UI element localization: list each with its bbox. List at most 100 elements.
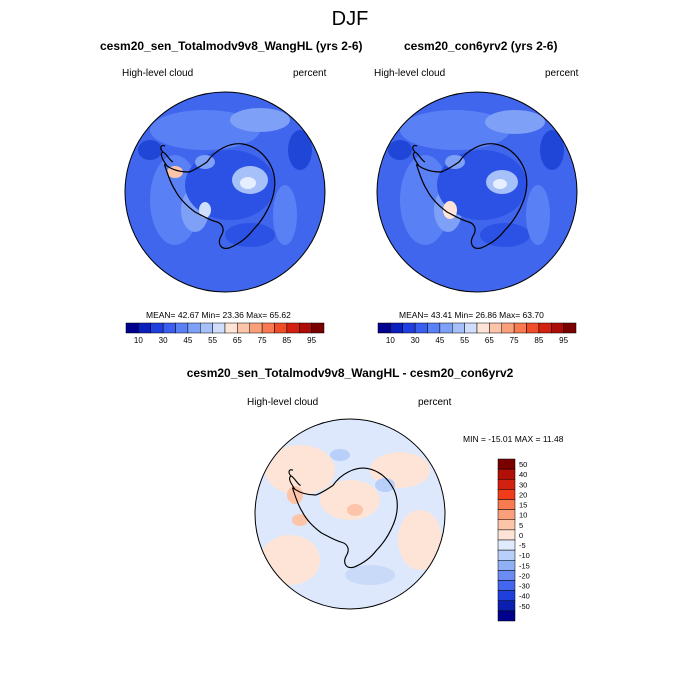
colorbar-tick-label: -15 [519, 561, 530, 570]
right-variable-label: High-level cloud [374, 68, 446, 79]
colorbar-swatch [497, 580, 516, 591]
colorbar-swatch [237, 322, 250, 334]
difference-panel-title: cesm20_sen_Totalmodv9v8_WangHL - cesm20_… [186, 366, 514, 380]
colorbar-swatch [497, 499, 516, 510]
colorbar-swatch [464, 322, 478, 334]
colorbar-swatch [526, 322, 540, 334]
colorbar-swatch [274, 322, 288, 334]
colorbar-tick-label: 50 [519, 460, 527, 469]
colorbar-swatch [497, 570, 516, 581]
colorbar-swatch [377, 322, 391, 334]
colorbar-swatch [452, 322, 465, 334]
colorbar-swatch [311, 322, 325, 334]
left-map [125, 92, 325, 292]
colorbar-right: 10 30 45 55 65 75 85 95 [377, 322, 577, 345]
right-map-border [376, 91, 578, 293]
colorbar-tick-label: -20 [519, 571, 530, 580]
colorbar-tick-label: -50 [519, 602, 530, 611]
right-panel-title: cesm20_con6yrv2 (yrs 2-6) [404, 39, 558, 53]
colorbar-tick-label: 55 [460, 336, 469, 345]
difference-stats: MIN = -15.01 MAX = 11.48 [463, 434, 564, 444]
colorbar-swatch [538, 322, 552, 334]
right-units-label: percent [545, 68, 579, 79]
colorbar-swatch [513, 322, 527, 334]
colorbar-swatch [261, 322, 275, 334]
colorbar-swatch [497, 549, 516, 561]
colorbar-swatch [150, 322, 164, 334]
colorbar-swatch [200, 322, 213, 334]
colorbar-tick-label: 5 [519, 521, 523, 530]
colorbar-swatch [175, 322, 189, 334]
colorbar-tick-label: 45 [183, 336, 192, 345]
difference-map [255, 419, 445, 609]
colorbar-tick-label: 40 [519, 470, 527, 479]
colorbar-swatch [497, 458, 516, 470]
colorbar-tick-label: 75 [510, 336, 519, 345]
colorbar-swatch [497, 519, 516, 531]
colorbar-swatch [224, 322, 238, 334]
left-map-border [124, 91, 326, 293]
colorbar-tick-label: 10 [134, 336, 143, 345]
colorbar-tick-label: 30 [519, 480, 527, 489]
colorbar-tick-label: 95 [307, 336, 316, 345]
left-panel-title: cesm20_sen_Totalmodv9v8_WangHL (yrs 2-6) [100, 39, 363, 53]
colorbar-tick-label: 0 [519, 531, 523, 540]
colorbar-swatch [497, 529, 516, 541]
difference-map-border [254, 418, 446, 610]
colorbar-tick-label: 65 [233, 336, 242, 345]
colorbar-tick-label: 85 [534, 336, 543, 345]
colorbar-tick-label: 30 [411, 336, 420, 345]
right-stats: MEAN= 43.41 Min= 26.86 Max= 63.70 [399, 310, 544, 320]
colorbar-swatch [501, 322, 515, 334]
colorbar-swatch [497, 539, 516, 551]
colorbar-swatch [497, 479, 516, 490]
colorbar-swatch [427, 322, 441, 334]
colorbar-swatch [497, 509, 516, 520]
colorbar-tick-label: 45 [435, 336, 444, 345]
colorbar-tick-label: 95 [559, 336, 568, 345]
colorbar-tick-label: 55 [208, 336, 217, 345]
right-map [377, 92, 577, 292]
colorbar-left: 10 30 45 55 65 75 85 95 [125, 322, 325, 345]
left-stats: MEAN= 42.67 Min= 23.36 Max= 65.62 [146, 310, 291, 320]
colorbar-tick-label: 85 [282, 336, 291, 345]
difference-units-label: percent [418, 397, 452, 408]
colorbar-swatch [402, 322, 416, 334]
colorbar-swatch [476, 322, 490, 334]
colorbar-tick-label: 20 [519, 490, 527, 499]
colorbar-swatch [497, 590, 516, 601]
colorbar-swatch [138, 322, 151, 334]
colorbar-tick-label: 30 [159, 336, 168, 345]
colorbar-swatch [162, 322, 176, 334]
colorbar-swatch [489, 322, 502, 334]
colorbar-swatch [414, 322, 428, 334]
colorbar-swatch [439, 322, 453, 334]
colorbar-swatch [125, 322, 139, 334]
colorbar-tick-label: 75 [258, 336, 267, 345]
colorbar-swatch [497, 560, 516, 571]
colorbar-tick-label: -40 [519, 592, 530, 601]
colorbar-swatch [212, 322, 226, 334]
colorbar-swatch [563, 322, 577, 334]
colorbar-swatch [249, 322, 263, 334]
colorbar-swatch [286, 322, 300, 334]
left-units-label: percent [293, 68, 327, 79]
colorbar-swatch [390, 322, 403, 334]
colorbar-tick-label: -30 [519, 582, 530, 591]
colorbar-tick-label: 10 [519, 511, 527, 520]
figure-title: DJF [331, 8, 369, 30]
colorbar-swatch [187, 322, 201, 334]
colorbar-tick-label: 10 [386, 336, 395, 345]
colorbar-swatch [497, 610, 516, 622]
colorbar-swatch [497, 468, 516, 480]
colorbar-tick-label: -10 [519, 551, 530, 560]
colorbar-tick-label: 65 [485, 336, 494, 345]
colorbar-swatch [497, 600, 516, 612]
colorbar-tick-label: 15 [519, 501, 527, 510]
colorbar-tick-label: -5 [519, 541, 526, 550]
left-variable-label: High-level cloud [122, 68, 194, 79]
difference-variable-label: High-level cloud [247, 397, 319, 408]
colorbar-swatch [551, 322, 564, 334]
